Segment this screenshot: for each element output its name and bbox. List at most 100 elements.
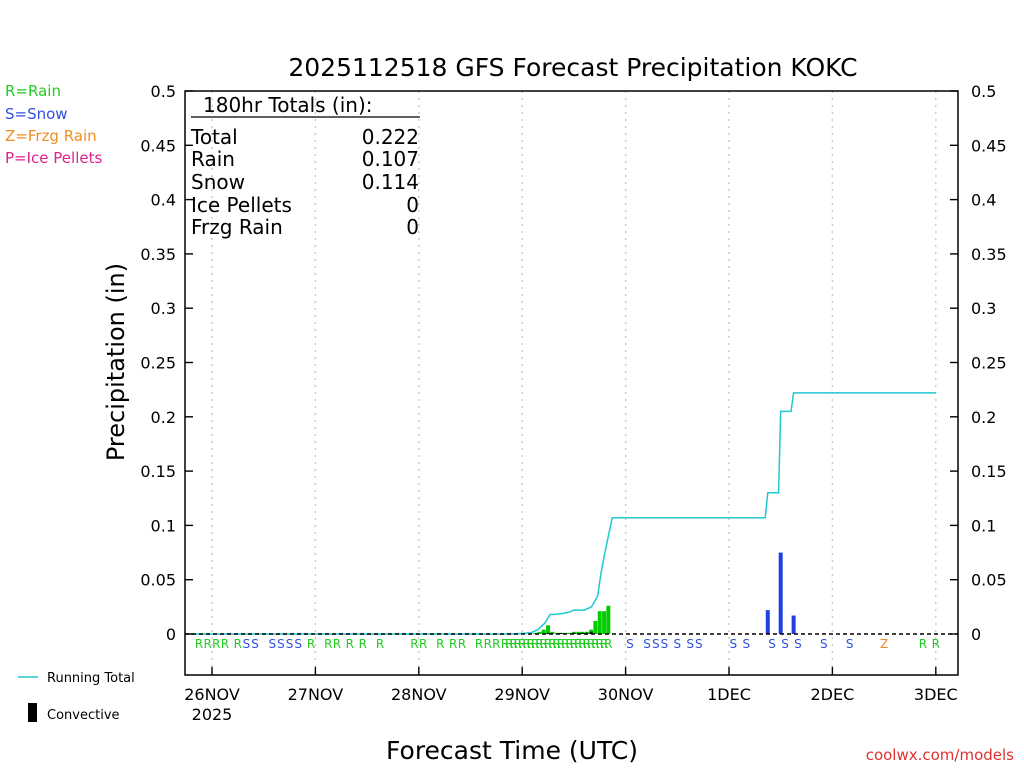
ptype-marker: R (544, 637, 552, 651)
ptype-marker: S (251, 637, 259, 651)
y-tick-label-left: 0.5 (151, 82, 176, 101)
ptype-marker: R (333, 637, 341, 651)
ptype-marker: R (574, 637, 582, 651)
ptype-marker: S (277, 637, 285, 651)
x-tick-label: 26NOV (184, 685, 240, 704)
ptype-marker: R (514, 637, 522, 651)
ptype-marker: R (596, 637, 604, 651)
running-total-legend-label: Running Total (47, 671, 135, 686)
ptype-marker: S (846, 637, 854, 651)
ptype-marker: R (552, 637, 560, 651)
ptype-marker: R (475, 637, 483, 651)
y-tick-label-left: 0.35 (140, 245, 176, 264)
totals-box: 180hr Totals (in): Total 0.222 Rain 0.10… (190, 93, 420, 239)
ptype-marker: R (505, 637, 513, 651)
legend-frzg-rain: Z=Frzg Rain (5, 127, 97, 145)
ptype-marker: S (730, 637, 738, 651)
x-tick-label: 30NOV (598, 685, 654, 704)
ptype-marker: S (652, 637, 660, 651)
ptype-marker: S (286, 637, 294, 651)
plot-frame (184, 90, 959, 676)
snow-bar (791, 615, 796, 634)
chart-title: 2025112518 GFS Forecast Precipitation KO… (288, 53, 857, 82)
ptype-marker: S (768, 637, 776, 651)
totals-total-label: Total (190, 125, 238, 149)
ptype-marker: S (686, 637, 694, 651)
x-tick-label: 28NOV (391, 685, 447, 704)
ptype-marker: R (458, 637, 466, 651)
watermark: coolwx.com/models (866, 746, 1014, 764)
y-tick-label-left: 0.1 (151, 516, 176, 535)
ptype-marker: R (324, 637, 332, 651)
y-tick-label-right: 0.5 (971, 82, 996, 101)
y-tick-label-right: 0.1 (971, 516, 996, 535)
y-tick-label-right: 0.25 (971, 354, 1007, 373)
ptype-marker: R (501, 637, 509, 651)
convective-bar (580, 632, 584, 634)
y-tick-label-right: 0.2 (971, 408, 996, 427)
ptype-marker: R (359, 637, 367, 651)
x-axis-label: Forecast Time (UTC) (386, 736, 638, 765)
ptype-marker: R (919, 637, 927, 651)
ptype-marker: S (742, 637, 750, 651)
rain-bar (537, 631, 542, 634)
ptype-marker: R (410, 637, 418, 651)
ptype-marker: R (234, 637, 242, 651)
ptype-marker: S (661, 637, 669, 651)
snow-bar (765, 610, 770, 634)
totals-total-value: 0.222 (362, 125, 419, 149)
running-total-series (186, 392, 936, 635)
x-tick-label: 29NOV (494, 685, 550, 704)
legend-rain: R=Rain (5, 82, 61, 100)
y-tick-label-right: 0 (971, 625, 981, 644)
ptype-marker: S (673, 637, 681, 651)
ptype-marker: R (212, 637, 220, 651)
ptype-marker: R (548, 637, 556, 651)
y-tick-label-right: 0.45 (971, 136, 1007, 155)
totals-ice-pellets-value: 0 (406, 193, 419, 217)
ptype-marker: R (509, 637, 517, 651)
ptype-marker: R (565, 637, 573, 651)
ptype-marker: S (626, 637, 634, 651)
y-tick-label-right: 0.4 (971, 191, 996, 210)
totals-rain-label: Rain (191, 147, 235, 171)
ptype-marker: R (221, 637, 229, 651)
precip-type-legend: R=Rain S=Snow Z=Frzg Rain P=Ice Pellets (5, 82, 102, 167)
convective-bar (546, 632, 550, 634)
ptype-marker: R (203, 637, 211, 651)
ptype-marker: R (307, 637, 315, 651)
ptype-marker: R (578, 637, 586, 651)
x-tick-label: 27NOV (288, 685, 344, 704)
convective-bar (559, 632, 563, 634)
ptype-marker: S (695, 637, 703, 651)
convective-legend-label: Convective (47, 708, 120, 723)
ptype-marker: R (570, 637, 578, 651)
y-tick-label-right: 0.15 (971, 462, 1007, 481)
ptype-marker: R (527, 637, 535, 651)
totals-frzg-rain-value: 0 (406, 215, 419, 239)
precip-bars (533, 552, 796, 634)
y-tick-label-left: 0.2 (151, 408, 176, 427)
ptype-marker: R (346, 637, 354, 651)
gridlines (211, 91, 937, 675)
ptype-marker: S (294, 637, 302, 651)
y-tick-label-left: 0 (166, 625, 176, 644)
rain-bar (576, 631, 581, 634)
rain-bar (606, 605, 611, 634)
running-total-line (186, 392, 936, 635)
ptype-marker: R (522, 637, 530, 651)
totals-rain-value: 0.107 (362, 147, 419, 171)
y-axis-ticks: 0 00.05 0.050.1 0.10.15 0.150.2 0.20.25 0.250.… (140, 82, 1006, 644)
ptype-marker: R (604, 637, 612, 651)
x-tick-label: 1DEC (707, 685, 751, 704)
ptype-marker: R (535, 637, 543, 651)
ptype-marker: R (591, 637, 599, 651)
ptype-marker: S (643, 637, 651, 651)
rain-bar (541, 629, 546, 634)
ptype-marker: R (557, 637, 565, 651)
rain-bar (567, 632, 572, 634)
rain-bar (546, 625, 551, 634)
ptype-marker: R (932, 637, 940, 651)
y-tick-label-left: 0.4 (151, 191, 176, 210)
